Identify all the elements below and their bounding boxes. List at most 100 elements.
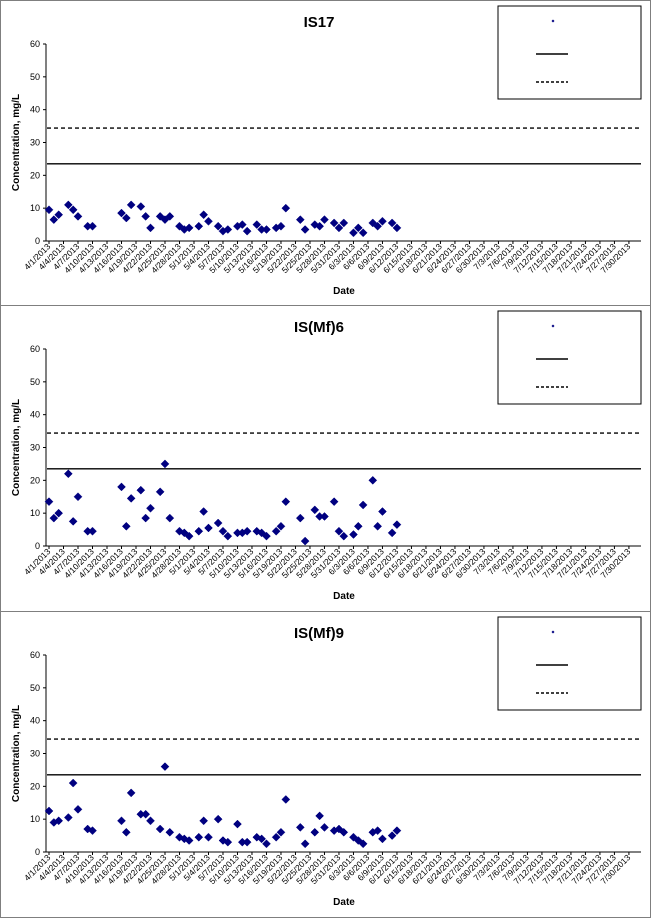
y-tick-label: 10 <box>30 508 40 518</box>
y-tick-label: 60 <box>30 650 40 660</box>
data-point <box>117 482 126 492</box>
data-point <box>233 819 242 829</box>
legend-box <box>497 616 642 711</box>
data-point <box>257 834 266 844</box>
data-point <box>54 210 64 220</box>
data-point <box>73 804 83 814</box>
data-point <box>300 839 310 849</box>
chart-panel-is17: IS17 Concentration, mg/L 0 10 20 30 40 50 60 4/1/… <box>0 0 651 306</box>
legend-diamond-marker <box>551 630 555 634</box>
data-point <box>141 513 151 523</box>
data-point <box>349 530 358 539</box>
data-point <box>165 513 175 523</box>
y-tick-label: 30 <box>30 138 40 148</box>
data-point <box>223 531 233 541</box>
data-point <box>155 824 165 834</box>
data-point <box>271 832 281 842</box>
data-point <box>223 225 233 234</box>
legend <box>497 616 642 711</box>
data-point <box>271 526 281 536</box>
data-point <box>68 517 78 526</box>
data-point <box>242 526 252 536</box>
data-point <box>204 216 213 226</box>
data-point <box>146 816 155 826</box>
y-tick-label: 40 <box>30 105 40 115</box>
data-point <box>141 212 151 221</box>
data-point <box>387 528 397 538</box>
data-point <box>199 816 208 826</box>
data-point <box>136 202 146 211</box>
data-point <box>199 507 208 516</box>
chart-title: IS(Mf)9 <box>294 625 344 642</box>
data-point <box>295 513 305 523</box>
data-point <box>88 826 97 836</box>
data-point <box>281 795 291 804</box>
y-tick-label: 20 <box>30 475 40 485</box>
legend-box <box>497 5 642 100</box>
data-point <box>218 526 228 536</box>
y-tick-label: 10 <box>30 814 40 824</box>
chart-panel-ismf9: IS(Mf)9 Concentration, mg/L 0 10 20 30 40 50 60 4… <box>0 611 651 918</box>
y-tick-label: 60 <box>30 39 40 49</box>
data-point <box>237 220 247 229</box>
data-point <box>387 831 397 840</box>
data-point <box>73 492 83 502</box>
data-point <box>155 487 165 497</box>
y-axis-label: Concentration, mg/L <box>11 705 22 802</box>
data-point <box>44 806 54 816</box>
data-point <box>121 521 131 531</box>
data-point <box>68 205 78 215</box>
data-point <box>126 200 136 210</box>
data-point <box>160 762 170 771</box>
data-point <box>121 827 131 837</box>
data-point <box>392 520 402 530</box>
legend-diamond-marker <box>551 19 555 23</box>
y-tick-label: 40 <box>30 410 40 420</box>
data-point <box>199 210 208 220</box>
data-point <box>358 500 368 510</box>
data-point <box>295 823 305 832</box>
data-point <box>194 526 204 536</box>
data-point <box>68 778 78 788</box>
data-point <box>310 505 320 515</box>
y-tick-label: 30 <box>30 749 40 759</box>
data-point <box>387 218 397 228</box>
chart-panel-ismf6: IS(Mf)6 Concentration, mg/L 0 10 20 30 40 50 60 4… <box>0 305 651 612</box>
data-point <box>242 226 252 236</box>
data-point <box>281 203 291 213</box>
data-point <box>329 218 339 228</box>
data-point <box>378 216 387 226</box>
legend <box>497 5 642 100</box>
data-point <box>295 215 305 225</box>
data-point <box>194 832 204 842</box>
data-point <box>252 220 262 229</box>
data-point <box>276 521 286 531</box>
data-point <box>392 223 402 233</box>
data-point <box>44 205 54 215</box>
legend-diamond-marker <box>551 324 555 328</box>
data-point <box>320 215 329 225</box>
data-point <box>165 827 175 837</box>
y-axis-label: Concentration, mg/L <box>11 399 22 496</box>
data-point <box>165 212 175 221</box>
data-point <box>184 223 194 233</box>
data-point <box>329 497 339 507</box>
y-tick-label: 0 <box>35 847 40 857</box>
data-point <box>184 836 194 845</box>
y-tick-label: 40 <box>30 716 40 726</box>
data-point <box>315 811 324 821</box>
data-point <box>262 225 271 234</box>
data-point <box>300 225 310 234</box>
data-point <box>392 826 402 836</box>
data-point <box>54 816 64 826</box>
data-point <box>353 223 363 233</box>
data-point <box>73 212 83 221</box>
data-point <box>49 513 59 523</box>
data-point <box>126 788 136 798</box>
x-axis-label: Date <box>333 897 355 908</box>
data-point <box>242 837 252 847</box>
data-point <box>378 507 387 516</box>
data-point <box>54 508 64 518</box>
